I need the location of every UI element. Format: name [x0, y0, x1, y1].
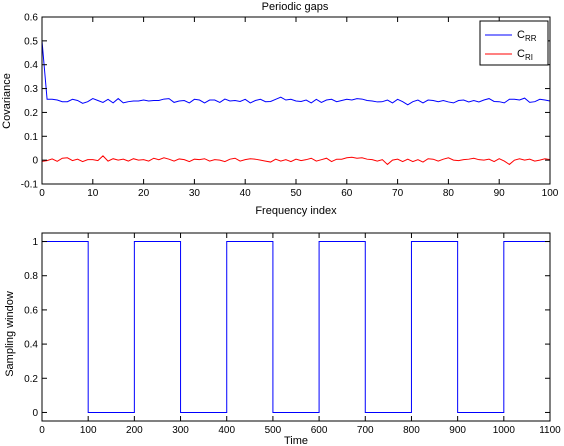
x-axis-title: Frequency index	[255, 205, 337, 217]
x-tick-label: 0	[39, 425, 45, 436]
y-tick-label: 0.2	[24, 374, 38, 385]
covariance-plot-area: 0 10 20 30 40 50 60 70 80 90 100-0.100.10.20.30.40…	[21, 13, 559, 200]
x-tick-label: 500	[265, 425, 282, 436]
y-axis-title: Covariance	[1, 73, 13, 129]
y-axis-title: Sampling window	[4, 291, 16, 377]
x-tick-label: 1000	[493, 425, 516, 436]
x-tick-label: 70	[392, 188, 404, 199]
x-tick-label: 100	[80, 425, 97, 436]
x-tick-label: 10	[87, 188, 99, 199]
y-tick-label: 0.1	[24, 132, 38, 143]
x-tick-label: 800	[403, 425, 420, 436]
series-line-2	[41, 155, 551, 166]
y-tick-label: 0	[32, 408, 38, 419]
y-tick-label: 0.8	[24, 271, 38, 282]
x-tick-label: 20	[138, 188, 150, 199]
y-tick-label: 0.3	[24, 84, 38, 95]
x-tick-label: 1100	[539, 425, 561, 436]
x-axis-title: Time	[284, 435, 308, 446]
y-tick-label: 0.2	[24, 108, 38, 119]
x-tick-label: 700	[357, 425, 374, 436]
plot-frame	[41, 232, 551, 422]
x-tick-label: 90	[494, 188, 506, 199]
y-tick-label: 0.6	[24, 13, 38, 24]
sampling-window-plot-area: 0 100 200 300 400 500 600 700 800 900 1000 1100 0 0.2…	[24, 232, 561, 436]
x-tick-label: 100	[542, 188, 559, 199]
x-tick-label: 300	[172, 425, 189, 436]
x-tick-label: 60	[341, 188, 353, 199]
y-tick-label: 0.4	[24, 60, 38, 71]
sampling-window-chart: 0 100 200 300 400 500 600 700 800 900 1000 1100 0 0.2…	[4, 232, 561, 446]
y-tick-label: 0.6	[24, 305, 38, 316]
y-tick-label: 0	[32, 156, 38, 167]
y-tick-label: 0.5	[24, 36, 38, 47]
x-tick-label: 80	[443, 188, 455, 199]
x-tick-label: 40	[240, 188, 252, 199]
x-tick-label: 200	[126, 425, 143, 436]
series-line-1	[41, 40, 551, 106]
y-tick-label: 0.4	[24, 340, 38, 351]
x-tick-label: 600	[311, 425, 328, 436]
legend-label-subscript: RI	[525, 53, 533, 62]
y-tick-label: -0.1	[21, 180, 39, 191]
chart-title: Periodic gaps	[262, 1, 329, 13]
x-tick-label: 900	[449, 425, 466, 436]
legend-label-subscript: RR	[525, 34, 537, 43]
x-tick-label: 30	[189, 188, 201, 199]
legend-box	[479, 20, 549, 66]
x-tick-label: 400	[218, 425, 235, 436]
x-tick-label: 50	[290, 188, 302, 199]
x-tick-label: 0	[39, 188, 45, 199]
covariance-chart: Periodic gaps 0 10 20 30 40 50 60 70 80 90 100 -0.1…	[1, 1, 559, 217]
y-tick-label: 1	[32, 237, 38, 248]
series-line-1	[42, 241, 550, 413]
